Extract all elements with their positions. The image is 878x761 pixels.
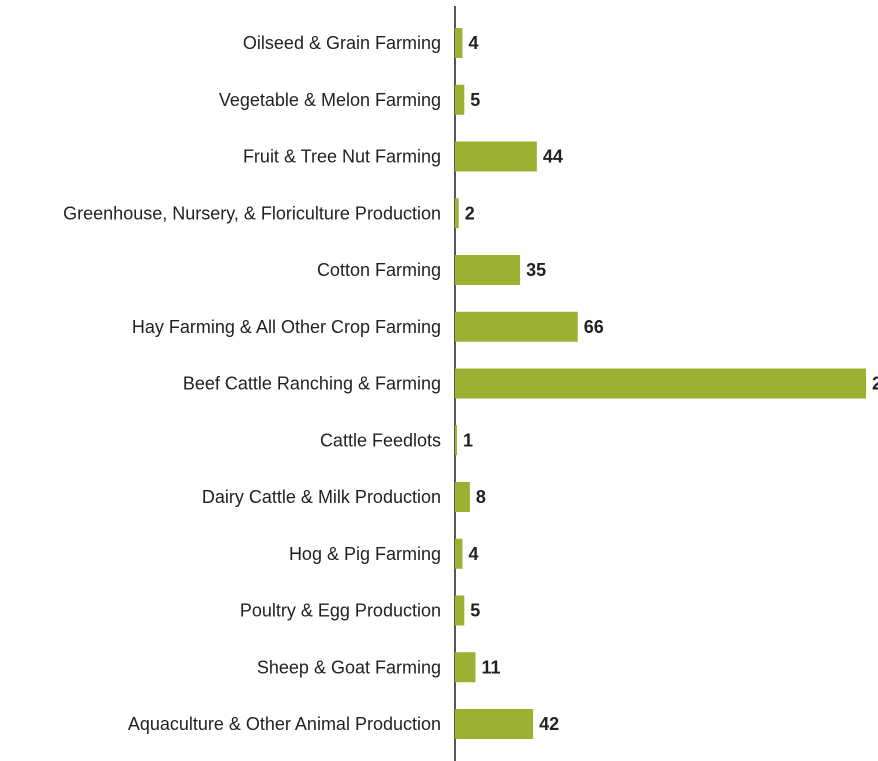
bar [455, 482, 470, 512]
value-label: 5 [470, 601, 480, 621]
bar [455, 652, 476, 683]
value-label: 4 [468, 544, 478, 564]
category-label: Cotton Farming [317, 260, 441, 280]
category-label: Cattle Feedlots [320, 430, 441, 450]
category-label: Fruit & Tree Nut Farming [243, 147, 441, 167]
value-label: 221 [872, 374, 878, 394]
bar [455, 255, 521, 285]
category-label: Sheep & Goat Farming [257, 657, 441, 677]
bar [455, 84, 465, 115]
bar [455, 368, 866, 399]
bars-group [455, 28, 866, 739]
category-label: Dairy Cattle & Milk Production [202, 487, 441, 507]
value-label: 2 [465, 203, 475, 223]
value-label: 66 [584, 317, 604, 337]
category-labels-group: Oilseed & Grain Farming Vegetable & Melon… [63, 33, 441, 734]
value-label: 8 [476, 487, 486, 507]
category-label: Vegetable & Melon Farming [219, 90, 441, 110]
value-label: 1 [463, 430, 473, 450]
bar [455, 141, 537, 172]
category-label: Poultry & Egg Production [240, 601, 441, 621]
category-label: Beef Cattle Ranching & Farming [183, 374, 441, 394]
bar [455, 311, 578, 342]
bar [455, 595, 465, 626]
category-label: Greenhouse, Nursery, & Floriculture Prod… [63, 203, 441, 223]
category-label: Hog & Pig Farming [289, 544, 441, 564]
value-label: 35 [526, 260, 546, 280]
category-label: Hay Farming & All Other Crop Farming [132, 317, 441, 337]
bar [455, 425, 457, 456]
bar [455, 538, 463, 569]
value-label: 4 [468, 33, 478, 53]
bar [455, 28, 463, 58]
value-label: 42 [539, 714, 559, 734]
value-label: 44 [543, 147, 563, 167]
value-labels-group: 4 5 44 2 35 66 221 1 8 4 5 11 42 [463, 33, 878, 734]
category-label: Aquaculture & Other Animal Production [128, 714, 441, 734]
value-label: 11 [481, 657, 500, 677]
category-label: Oilseed & Grain Farming [243, 33, 441, 53]
bar [455, 198, 459, 229]
value-label: 5 [470, 90, 480, 110]
bar [455, 709, 534, 739]
